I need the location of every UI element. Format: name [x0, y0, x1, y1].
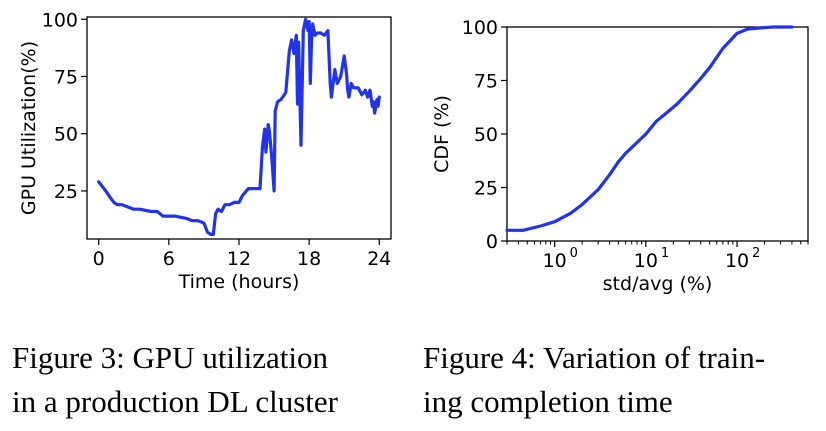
y-axis-label: CDF (%) — [431, 95, 453, 173]
y-tick-label: 25 — [474, 178, 498, 200]
y-tick-label: 75 — [54, 67, 78, 89]
x-tick-label: 24 — [367, 248, 391, 270]
y-tick-label: 25 — [54, 181, 78, 203]
y-tick-label: 0 — [486, 231, 498, 253]
plot-frame — [86, 16, 392, 240]
series-line — [97, 17, 381, 236]
gpu-utilization-chart: 0 6 12 18 24 25 50 75 100 Time (hours) GPU Utiliza… — [18, 9, 392, 293]
x-tick-label: 6 — [163, 248, 175, 270]
y-tick-label: 50 — [54, 124, 78, 146]
y-tick-label: 75 — [474, 71, 498, 93]
figure-4-caption: Figure 4: Variation of train-ing complet… — [423, 336, 818, 424]
x-tick-label: 10 — [725, 250, 749, 272]
caption-line: Figure 3: GPU utilization — [12, 340, 329, 375]
y-tick-label: 50 — [474, 124, 498, 146]
x-tick-exponent: 1 — [661, 246, 669, 261]
x-axis-label: Time (hours) — [178, 271, 300, 293]
x-tick-label: 18 — [297, 248, 321, 270]
x-axis-label: std/avg (%) — [603, 273, 713, 295]
y-tick-label: 100 — [462, 17, 498, 39]
figure-3: 0 6 12 18 24 25 50 75 100 Time (hours) GPU Utiliza… — [18, 9, 392, 293]
series-line — [505, 25, 794, 232]
x-tick-exponent: 0 — [570, 246, 578, 261]
x-tick-label: 0 — [93, 248, 105, 270]
y-tick-label: 100 — [42, 9, 78, 31]
figure-3-caption: Figure 3: GPU utilization in a production… — [12, 336, 404, 424]
x-tick-label: 10 — [543, 250, 567, 272]
plot-frame — [506, 26, 809, 242]
x-tick-label: 12 — [227, 248, 251, 270]
x-tick-exponent: 2 — [752, 246, 760, 261]
caption-line: Figure 4: Variation of train- — [423, 340, 766, 375]
caption-line: in a production DL cluster — [12, 384, 338, 419]
caption-line: ing completion time — [423, 384, 673, 419]
y-axis-label: GPU Utilization(%) — [18, 41, 40, 215]
figure-4: 10 0 10 1 10 2 0 25 50 75 100 std/avg (%) CDF (%) — [413, 0, 826, 431]
x-tick-label: 10 — [634, 250, 658, 272]
